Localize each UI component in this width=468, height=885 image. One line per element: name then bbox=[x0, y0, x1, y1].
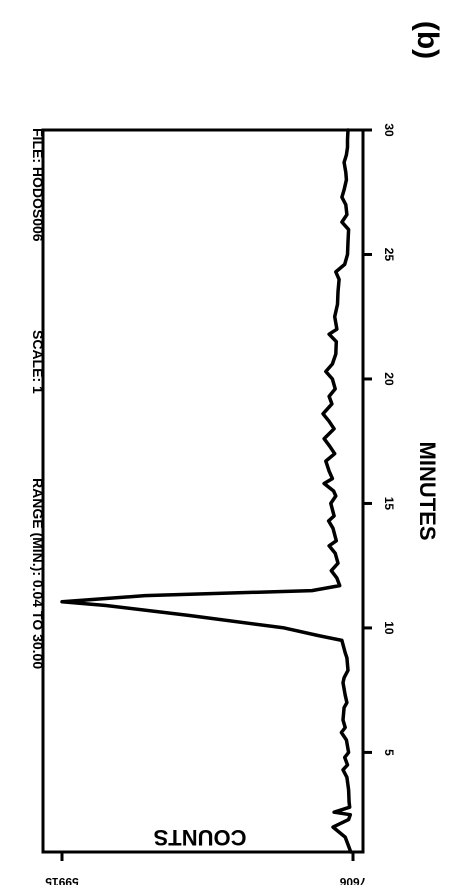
x-tick-label: 10 bbox=[382, 621, 396, 635]
plot-axes bbox=[41, 128, 372, 861]
header-scale: SCALE: 1 bbox=[30, 330, 46, 394]
header-range: RANGE (MIN.): 0.04 TO 30.00 bbox=[30, 478, 46, 669]
x-tick-label: 15 bbox=[382, 497, 396, 511]
y-tick-label: 59915 bbox=[45, 875, 79, 885]
x-tick-label: 5 bbox=[382, 749, 396, 756]
plot-labels: 5 10 15 20 25 30 59915 7606 MINUTES COUNTS FILE: H… bbox=[30, 21, 444, 885]
plot-frame bbox=[41, 128, 365, 854]
plot-marks bbox=[60, 128, 353, 854]
x-tick-label: 30 bbox=[382, 123, 396, 137]
y-axis-title: COUNTS bbox=[154, 825, 247, 850]
x-tick-label: 20 bbox=[382, 372, 396, 386]
header-file: FILE: HODOS006 bbox=[30, 128, 46, 242]
x-axis-title: MINUTES bbox=[415, 442, 440, 541]
series-line bbox=[60, 128, 353, 854]
x-tick-label: 25 bbox=[382, 248, 396, 262]
y-tick-label: 7606 bbox=[339, 875, 366, 885]
panel-label: (b) bbox=[411, 21, 444, 59]
